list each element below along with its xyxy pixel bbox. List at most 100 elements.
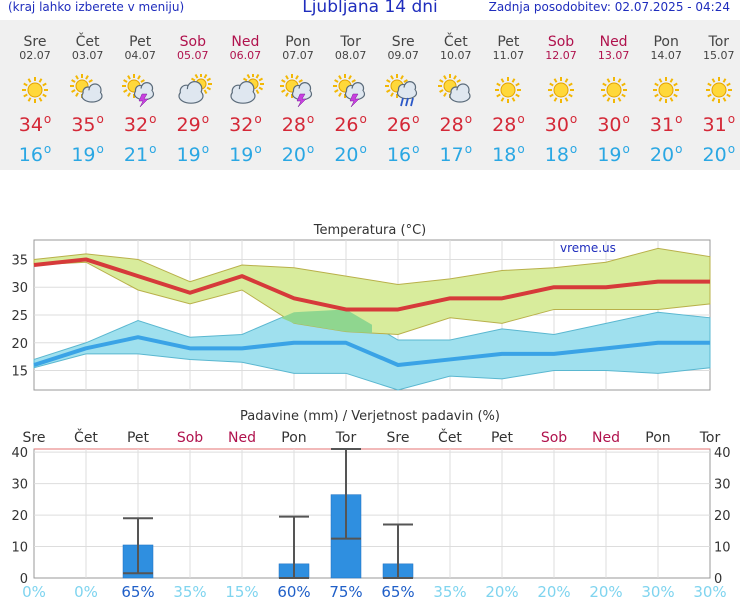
min-temperature-band [33,308,711,391]
x-tick-label: Tor [699,430,721,446]
precipitation-probability: 20% [485,583,518,600]
day-date: 08.07 [334,49,367,62]
y-tick-label: 35 [11,253,28,268]
cloud-sun-icon [178,74,212,104]
max-temperature: 28o [439,112,473,136]
max-temperature: 31o [649,112,683,136]
y-tick-label-right: 0 [714,572,722,587]
min-temperature: 21o [123,142,157,166]
x-tick-label: Pet [491,430,514,446]
sun-icon [495,77,522,103]
sun-cloud-icon [437,74,471,103]
day-date: 13.07 [597,49,630,62]
y-tick-label-left: 40 [11,446,28,461]
daily-forecast-strip: Sre 02.07 34o 16o Čet 03.07 35o 19o Pet 04.07 32o 2… [0,20,740,170]
min-temperature: 19o [229,142,262,166]
sun-icon [705,77,732,103]
day-date: 06.07 [229,49,262,62]
sun-cloud-icon [69,74,103,103]
sun-cloud-rain-icon [385,74,418,107]
day-name: Čet [75,34,100,50]
day-date: 14.07 [650,49,682,62]
max-temperature-band [33,247,711,335]
x-tick-label: Pon [281,430,306,446]
min-temperature: 20o [281,142,315,166]
x-tick-label: Sre [23,430,46,446]
max-temperature: 35o [71,112,104,136]
precipitation-probability: 20% [589,583,622,600]
day-name: Pon [653,34,679,50]
sun-cloud-thunder-icon [280,74,313,108]
y-tick-label: 25 [11,309,28,324]
x-tick-label: Pet [127,430,150,446]
precipitation-range [383,523,413,579]
y-tick-label-right: 20 [714,509,731,524]
precipitation-probability: 60% [277,583,310,600]
min-temperature: 18o [492,142,525,166]
y-tick-label-right: 30 [714,478,731,493]
day-date: 05.07 [177,49,209,62]
x-tick-label: Pon [645,430,670,446]
sun-icon [600,77,627,103]
day-date: 11.07 [492,49,525,62]
day-date: 03.07 [71,49,104,62]
day-name: Pon [285,34,311,50]
x-tick-label: Sre [387,430,410,446]
day-name: Sob [547,34,575,50]
watermark: vreme.us [560,241,616,255]
day-name: Sre [391,34,415,50]
precipitation-probability: 30% [641,583,674,600]
max-temperature: 26o [334,112,367,136]
day-name: Tor [340,34,361,50]
min-temperature: 20o [334,142,367,166]
y-tick-label: 15 [11,365,28,380]
y-tick-label-left: 30 [11,478,28,493]
temperature-chart: Temperatura (°C) 15 20 25 30 35 vreme.us [11,223,711,391]
min-temperature: 20o [702,142,736,166]
precipitation-probability: 65% [121,583,154,600]
y-tick-label-right: 40 [714,446,731,461]
day-name: Sob [179,34,206,50]
precipitation-probability: 35% [433,583,466,600]
x-tick-label: Tor [335,430,357,446]
x-tick-label: Sob [541,430,567,446]
x-tick-label: Čet [438,428,462,446]
precipitation-range [331,448,361,540]
precipitation-range [279,515,309,579]
y-tick-label-left: 10 [11,541,28,556]
sun-cloud-thunder-icon [332,74,365,108]
region-menu-hint: (kraj lahko izberete v meniju) [8,0,185,14]
precipitation-chart: Padavine (mm) / Verjetnost padavin (%) Sr… [11,409,731,600]
day-date: 09.07 [387,49,419,62]
max-temperature: 32o [123,112,157,136]
precipitation-probability: 20% [537,583,570,600]
x-tick-label: Ned [592,430,620,446]
y-tick-label-right: 10 [714,541,731,556]
day-name: Pet [129,34,152,50]
day-date: 12.07 [545,49,577,62]
min-temperature: 19o [597,142,630,166]
day-date: 02.07 [19,49,51,62]
temperature-chart-title: Temperatura (°C) [313,223,426,238]
day-name: Čet [443,34,468,50]
cloud-sun-icon [230,74,265,104]
precipitation-range [123,517,153,575]
precipitation-probability: 0% [74,583,98,600]
max-temperature: 28o [281,112,315,136]
last-updated: Zadnja posodobitev: 02.07.2025 - 04:24 [488,0,730,14]
min-temperature: 16o [386,142,420,166]
max-temperature: 30o [597,112,630,136]
min-temperature-line [33,335,710,367]
day-name: Ned [599,34,628,50]
sun-cloud-thunder-icon [122,74,155,108]
sun-icon [653,77,680,103]
day-name: Ned [231,34,260,50]
max-temperature-line [33,257,710,312]
max-temperature: 31o [702,112,736,136]
sun-icon [22,77,48,103]
y-tick-label-left: 20 [11,509,28,524]
x-tick-label: Čet [74,428,98,446]
x-tick-label: Ned [228,430,256,446]
day-name: Sre [23,34,47,50]
band-overlap [268,309,372,334]
